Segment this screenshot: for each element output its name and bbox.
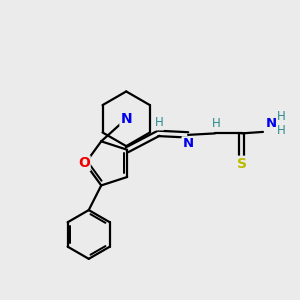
Text: H: H — [277, 110, 286, 123]
Text: H: H — [212, 117, 221, 130]
Text: H: H — [154, 116, 163, 130]
Text: H: H — [277, 124, 286, 137]
Text: N: N — [182, 137, 194, 150]
Text: N: N — [120, 112, 132, 126]
Text: O: O — [78, 156, 90, 170]
Text: N: N — [266, 117, 277, 130]
Text: S: S — [237, 157, 247, 171]
